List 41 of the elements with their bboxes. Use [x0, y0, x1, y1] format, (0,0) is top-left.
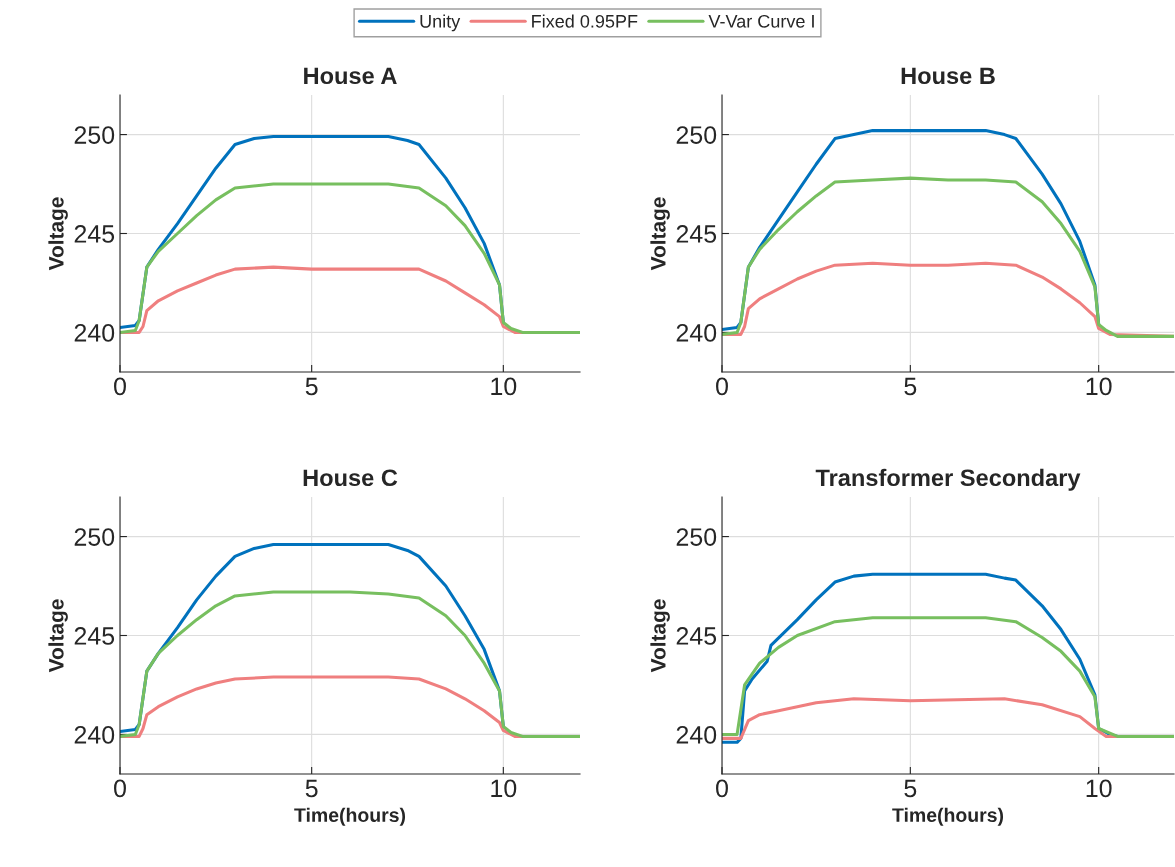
legend-label: Unity — [420, 14, 461, 32]
y-tick-label: 250 — [74, 528, 115, 546]
chart-title: House A — [304, 67, 397, 85]
x-tick-label: 0 — [716, 779, 728, 798]
y-tick-label: 250 — [676, 126, 717, 144]
x-axis-title: Time(hours) — [294, 807, 406, 826]
y-tick-label: 250 — [676, 528, 717, 546]
y-axis-title: Voltage — [48, 599, 68, 673]
y-tick-label: 245 — [676, 627, 717, 645]
chart-title: Transformer Secondary — [815, 468, 1081, 491]
y-axis-title: Voltage — [48, 197, 68, 271]
y-tick-label: 240 — [676, 324, 717, 342]
y-tick-label: 245 — [74, 627, 115, 645]
x-tick-label: 5 — [904, 779, 917, 798]
x-tick-label: 0 — [716, 377, 728, 396]
x-tick-label: 5 — [904, 377, 917, 396]
line-series — [722, 616, 1174, 738]
y-tick-label: 240 — [676, 726, 717, 744]
x-tick-label: 5 — [305, 377, 318, 396]
legend-label: Fixed 0.95PF — [532, 14, 638, 28]
chart-title: House C — [303, 469, 398, 487]
x-tick-label: 0 — [114, 377, 126, 396]
y-tick-label: 245 — [74, 225, 115, 243]
x-tick-label: 10 — [491, 377, 517, 396]
y-tick-label: 240 — [74, 726, 115, 744]
x-tick-label: 10 — [491, 779, 517, 798]
x-tick-label: 10 — [1086, 779, 1112, 798]
x-tick-label: 10 — [1086, 377, 1112, 396]
y-axis-title: Voltage — [650, 599, 670, 673]
legend-label: V-Var Curve I — [708, 14, 814, 28]
y-tick-label: 245 — [676, 225, 717, 243]
y-tick-label: 240 — [74, 324, 115, 342]
x-tick-label: 0 — [114, 779, 126, 798]
y-tick-label: 250 — [74, 126, 115, 144]
line-series — [120, 590, 580, 738]
y-axis-title: Voltage — [650, 197, 670, 271]
chart-title: House B — [901, 67, 995, 85]
line-series — [120, 182, 580, 334]
x-axis-title: Time(hours) — [892, 807, 1004, 826]
line-series — [722, 176, 1174, 338]
x-tick-label: 5 — [305, 779, 318, 798]
